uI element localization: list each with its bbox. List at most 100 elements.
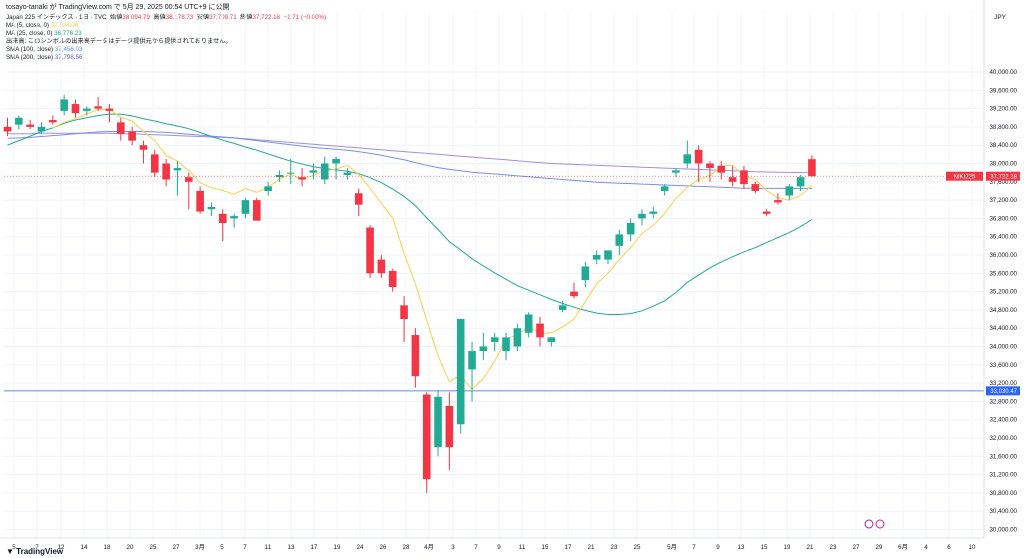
candle-body [796, 177, 805, 187]
candle-body [672, 170, 680, 173]
x-tick-label: 6 [947, 544, 951, 551]
candle-body [343, 172, 352, 175]
candle [252, 197, 261, 221]
x-tick-label: 6月 [898, 544, 908, 551]
candle-body [388, 271, 397, 288]
close-value: 37,722.18 [252, 14, 280, 21]
x-tick-label: 15 [542, 544, 549, 551]
candle [15, 115, 23, 130]
legend-sma100-row[interactable]: SMA (100, close) 37,456.03 [6, 46, 326, 54]
x-tick-label: 23 [830, 544, 837, 551]
legend-sma200-row[interactable]: SMA (200, close) 37,798.56 [6, 54, 326, 62]
x-tick-label: 5 [12, 544, 16, 551]
candle [309, 163, 318, 180]
candle [275, 170, 284, 182]
currency-label[interactable]: JPY [994, 14, 1006, 21]
candle-body [105, 108, 114, 111]
time-axis[interactable]: 5 7 12 14 18 20 25 27 3月 5 7 11 13 17 19 24 26 28 4月 3 7 9 11 1… [0, 537, 984, 551]
candle-body [479, 346, 488, 352]
event-markers[interactable] [864, 519, 885, 529]
candle-body [592, 255, 601, 260]
x-tick-label: 27 [173, 544, 180, 551]
candle [286, 158, 295, 185]
candle-body [400, 305, 408, 320]
sma200-line [7, 132, 812, 174]
x-tick-label: 3月 [195, 544, 205, 551]
x-tick-label: 14 [81, 544, 88, 551]
legend-ma5-row[interactable]: MA (5, close, 0) 37,524.06 [6, 22, 326, 30]
x-tick-label: 11 [519, 544, 526, 551]
candle [513, 323, 522, 352]
candle-body [513, 328, 522, 347]
candle [445, 392, 454, 471]
candle [218, 209, 227, 242]
candle-body [309, 170, 318, 173]
y-tick-label: 34,000.00 [989, 344, 1017, 351]
sma100-line [7, 131, 812, 189]
candle-body [774, 200, 782, 203]
candle [434, 389, 442, 457]
candle-body [218, 213, 227, 223]
indicator-lines [7, 109, 813, 391]
candle [173, 161, 182, 196]
candle-body [694, 149, 703, 164]
candle [83, 106, 91, 116]
candle-body [150, 154, 159, 173]
x-tick-label: 13 [738, 544, 745, 551]
candle-body [434, 396, 442, 448]
x-tick-label: 19 [334, 544, 341, 551]
y-tick-label: 31,200.00 [989, 472, 1017, 479]
candle-body [320, 163, 329, 180]
candle [60, 94, 68, 116]
tv-logo-icon: ▼ [6, 547, 14, 556]
candle [456, 319, 465, 434]
earnings-event-icon[interactable] [875, 519, 885, 529]
candle-body [445, 405, 454, 448]
legend-ma25-row[interactable]: MA (25, close, 0) 36,776.23 [6, 30, 326, 38]
candle-body [740, 170, 748, 185]
candle [774, 193, 782, 205]
candle [479, 332, 488, 361]
x-tick-label: 29 [876, 544, 883, 551]
candle-body [26, 124, 34, 127]
candle-body [762, 211, 771, 214]
x-tick-label: 7 [243, 544, 247, 551]
x-tick-label: 17 [565, 544, 572, 551]
y-tick-label: 36,400.00 [989, 234, 1017, 241]
candle [3, 117, 12, 137]
candle-body [264, 186, 272, 191]
sma100-value: 37,456.03 [54, 46, 83, 53]
candle [105, 104, 114, 123]
tradingview-logo[interactable]: ▼ TradingView [6, 547, 63, 556]
candle-body [615, 234, 624, 246]
candle [762, 209, 771, 217]
low-value: 37,709.71 [209, 14, 237, 21]
candle [26, 120, 34, 130]
x-tick-label: 7 [474, 544, 478, 551]
y-tick-label: 30,000.00 [989, 527, 1017, 534]
candle [411, 328, 420, 388]
candle [604, 250, 612, 265]
candle [581, 261, 590, 288]
x-tick-label: 12 [58, 544, 65, 551]
symbol-name[interactable]: Japan 225 インデックス · 1日 · TVC [6, 14, 107, 21]
candle-body [536, 323, 544, 338]
candle [366, 225, 374, 278]
y-tick-label: 35,600.00 [989, 270, 1017, 277]
x-tick-label: 7 [692, 544, 696, 551]
price-axis[interactable]: 30,000.00 30,400.00 30,800.00 31,200.00 31,6… [983, 0, 1018, 538]
x-tick-label: 21 [807, 544, 814, 551]
candle [558, 300, 567, 313]
high-value: 38,178.73 [165, 14, 194, 21]
candle [536, 316, 544, 347]
y-tick-label: 31,600.00 [989, 453, 1017, 460]
x-tick-label: 15 [761, 544, 768, 551]
candle [683, 140, 692, 169]
candle-body [366, 227, 374, 274]
y-tick-label: 30,800.00 [989, 490, 1017, 497]
candle [740, 165, 748, 189]
candle-body [638, 213, 646, 219]
candle [264, 181, 272, 196]
dividend-event-icon[interactable] [864, 519, 874, 529]
